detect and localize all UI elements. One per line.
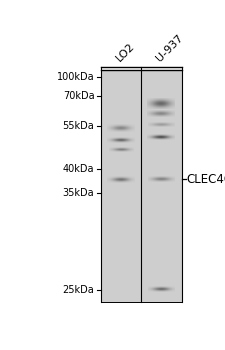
Text: 100kDa: 100kDa	[57, 72, 94, 82]
Text: U-937: U-937	[154, 33, 184, 64]
Text: CLEC4G: CLEC4G	[187, 173, 225, 186]
Text: 70kDa: 70kDa	[63, 91, 94, 101]
Bar	[101, 70, 141, 302]
Text: LO2: LO2	[114, 41, 136, 64]
Text: 25kDa: 25kDa	[63, 285, 94, 295]
Text: 35kDa: 35kDa	[63, 188, 94, 198]
Text: 55kDa: 55kDa	[63, 120, 94, 131]
Text: 40kDa: 40kDa	[63, 164, 94, 174]
Bar	[141, 70, 182, 302]
